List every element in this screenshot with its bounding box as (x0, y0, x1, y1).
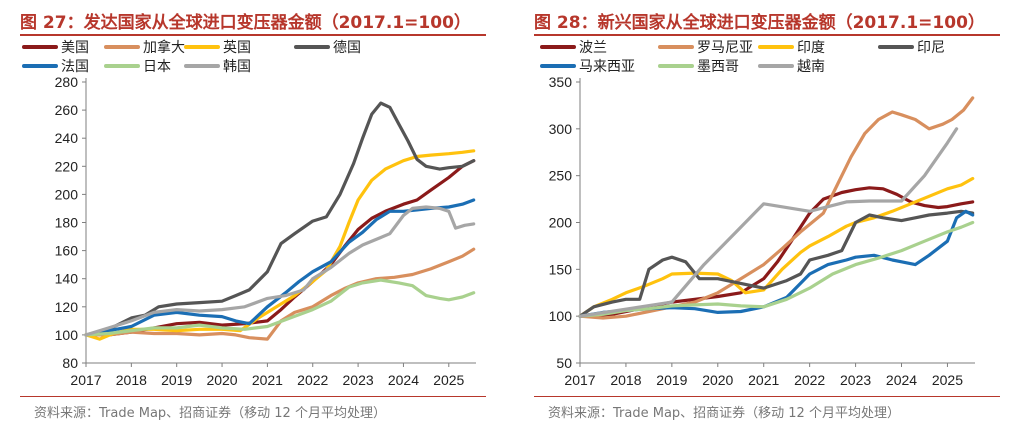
legend-label: 英国 (223, 39, 251, 56)
y-tick-label: 50 (556, 355, 572, 371)
y-tick-label: 100 (549, 308, 573, 324)
y-tick-label: 280 (55, 74, 79, 90)
y-tick-label: 260 (55, 102, 79, 118)
line-chart-emerging: 50 100 150 200 250 300 350 2017 2018 2019 2020 2021… (540, 40, 975, 388)
source-note: 资料来源：Trade Map、招商证券（移动 12 个月平均处理） (548, 406, 900, 421)
chart-panel-developed: 图 27：发达国家从全球进口变压器金额（2017.1=100） 80 100 120… (6, 0, 506, 442)
x-tick-label: 2023 (343, 372, 374, 388)
y-tick-label: 350 (549, 74, 573, 90)
chart-title: 图 27：发达国家从全球进口变压器金额（2017.1=100） (20, 13, 471, 33)
y-tick-label: 240 (55, 130, 79, 146)
legend-label: 印度 (797, 40, 825, 56)
x-tick-label: 2020 (702, 372, 733, 388)
x-tick-label: 2017 (564, 372, 595, 388)
legend-label: 印尼 (917, 40, 945, 56)
series-line-2 (578, 176, 975, 318)
legend-label: 法国 (61, 59, 89, 75)
series-line-1 (84, 247, 476, 341)
x-tick-label: 2022 (794, 372, 825, 388)
x-tick-label: 2018 (116, 372, 147, 388)
series-line-5 (84, 278, 476, 337)
y-tick-label: 180 (55, 215, 79, 231)
x-tick-label: 2022 (297, 372, 328, 388)
x-tick-label: 2019 (656, 372, 687, 388)
x-tick-label: 2021 (748, 372, 779, 388)
x-tick-label: 2024 (886, 372, 917, 388)
series-line-6 (578, 127, 959, 318)
x-tick-label: 2025 (932, 372, 963, 388)
legend-label: 德国 (333, 40, 361, 56)
chart-title: 图 28：新兴国家从全球进口变压器金额（2017.1=100） (534, 13, 985, 33)
series-line-4 (84, 198, 476, 337)
legend-label: 波兰 (579, 40, 607, 56)
x-tick-label: 2018 (610, 372, 641, 388)
x-tick-label: 2021 (252, 372, 283, 388)
legend-label: 墨西哥 (697, 59, 739, 75)
chart-panel-emerging: 图 28：新兴国家从全球进口变压器金额（2017.1=100） 50 100 150… (520, 0, 1020, 442)
source-note: 资料来源：Trade Map、招商证券（移动 12 个月平均处理） (34, 406, 386, 421)
legend-label: 韩国 (223, 59, 251, 75)
source-rule (20, 396, 486, 397)
series-line-5 (578, 220, 975, 318)
y-tick-label: 150 (549, 261, 573, 277)
series-line-6 (84, 205, 476, 337)
legend-label: 越南 (797, 59, 825, 75)
y-tick-label: 300 (549, 121, 573, 137)
series-line-3 (578, 209, 975, 318)
line-chart-developed: 80 100 120 140 160 180 200 220 240 260 280 2017 2018… (22, 39, 476, 388)
y-tick-label: 160 (55, 243, 79, 259)
legend-label: 罗马尼亚 (697, 40, 753, 56)
x-tick-label: 2019 (161, 372, 192, 388)
x-tick-label: 2017 (70, 372, 101, 388)
legend-label: 美国 (61, 40, 89, 56)
y-tick-label: 250 (549, 168, 573, 184)
series-line-3 (84, 101, 476, 337)
legend-label: 加拿大 (143, 39, 185, 56)
y-tick-label: 200 (55, 186, 79, 202)
y-tick-label: 200 (549, 215, 573, 231)
x-tick-label: 2023 (840, 372, 871, 388)
y-tick-label: 80 (62, 355, 78, 371)
x-tick-label: 2020 (206, 372, 237, 388)
y-tick-label: 220 (55, 158, 79, 174)
legend-label: 马来西亚 (579, 59, 635, 75)
y-tick-label: 100 (55, 327, 79, 343)
x-tick-label: 2025 (433, 372, 464, 388)
y-tick-label: 140 (55, 271, 79, 287)
y-tick-label: 120 (55, 299, 79, 315)
source-rule (534, 396, 1000, 397)
x-tick-label: 2024 (388, 372, 419, 388)
title-rule (20, 34, 486, 36)
legend-label: 日本 (143, 59, 171, 75)
title-rule (534, 34, 1000, 36)
